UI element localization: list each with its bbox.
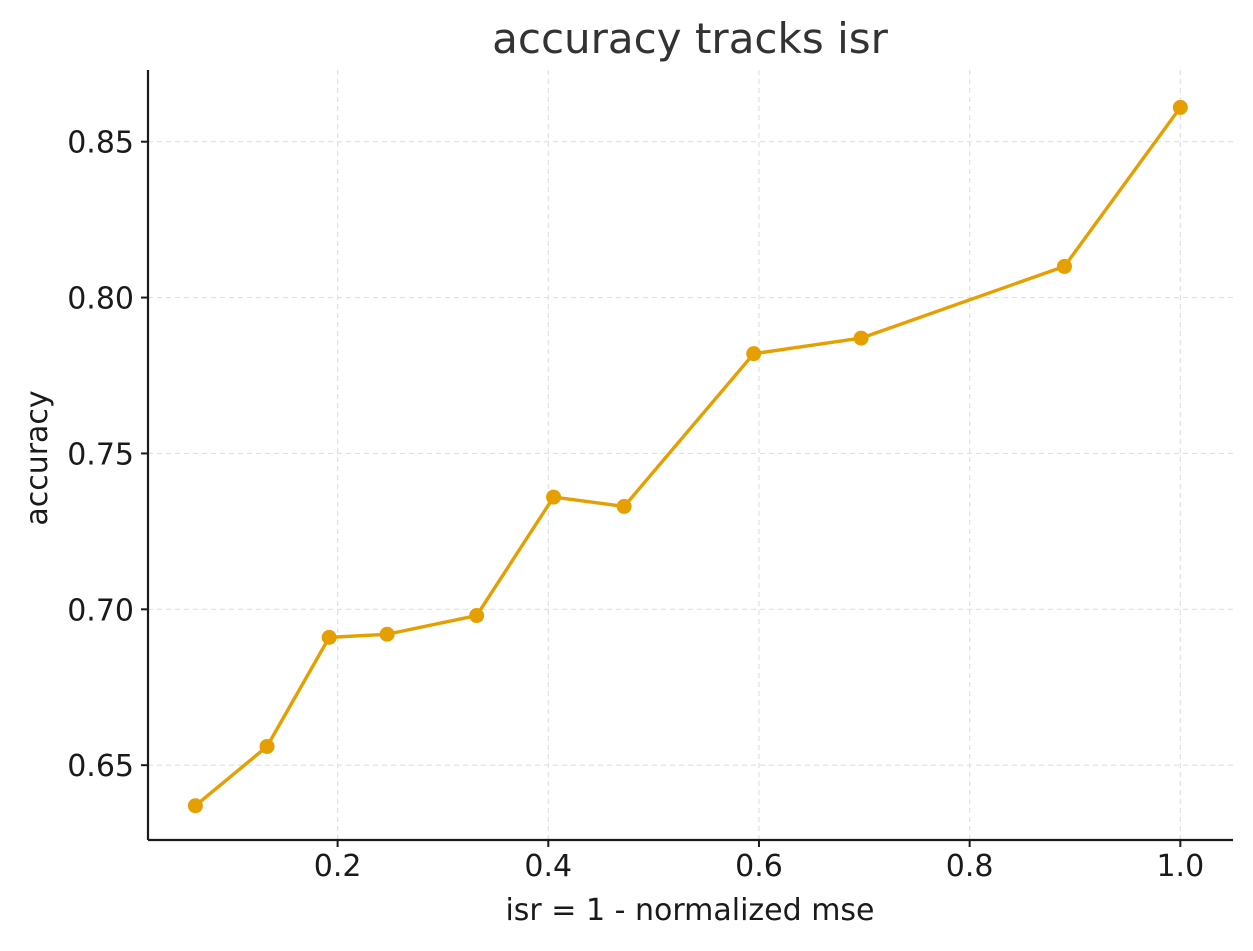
data-point [187,798,203,814]
y-axis-label: accuracy [20,390,55,525]
data-point [853,330,869,346]
y-tick-label: 0.65 [67,749,134,784]
y-tick-label: 0.80 [67,282,134,317]
y-tick-label: 0.75 [67,437,134,472]
data-point [379,626,395,642]
data-point [616,498,632,514]
data-point [259,738,275,754]
y-tick-label: 0.85 [67,126,134,161]
series-line [193,105,1183,808]
x-tick-label: 0.2 [314,849,362,884]
data-point [746,346,762,362]
data-point [1172,99,1188,115]
axes [141,70,1233,847]
data-point [546,489,562,505]
x-tick-label: 0.4 [524,849,572,884]
x-tick-label: 1.0 [1156,849,1204,884]
data-point [469,608,485,624]
x-tick-label: 0.6 [735,849,783,884]
tick-labels: 0.2 0.4 0.6 0.8 1.0 0.65 0.70 0.75 0.80 0.85 [67,126,1204,884]
data-point [1056,258,1072,274]
x-axis-label: isr = 1 - normalized mse [505,893,874,928]
data-point [321,629,337,645]
x-tick-label: 0.8 [946,849,994,884]
grid-lines [148,70,1233,840]
y-tick-label: 0.70 [67,593,134,628]
series-layer [187,99,1188,814]
chart-title: accuracy tracks isr [492,14,889,63]
